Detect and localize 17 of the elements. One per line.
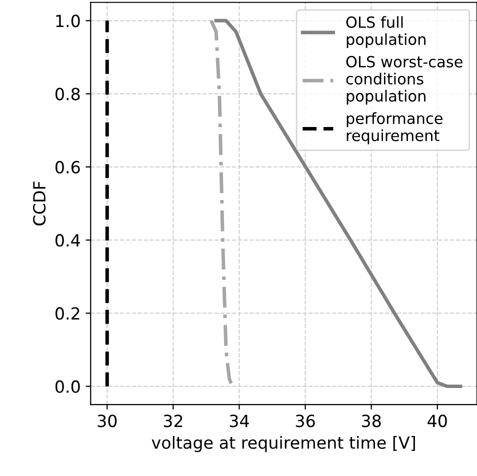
legend-label: OLS full population <box>346 16 426 48</box>
x-tick-label: 40 <box>428 414 447 428</box>
x-tick-label: 34 <box>230 414 249 428</box>
y-tick-label: 0.6 <box>56 160 80 174</box>
legend-label: OLS worst-case conditions population <box>346 56 462 105</box>
x-axis-title: voltage at requirement time [V] <box>152 436 415 452</box>
x-tick-label: 38 <box>362 414 381 428</box>
y-axis-title: CCDF <box>33 182 46 226</box>
y-tick-label: 0.8 <box>56 88 80 100</box>
y-tick-label: 0.2 <box>56 307 80 320</box>
x-tick-label: 36 <box>296 414 315 428</box>
y-tick-label: 0.0 <box>56 380 80 393</box>
y-tick-label: 1.0 <box>56 14 80 28</box>
legend-label: performance requirement <box>346 112 442 144</box>
x-tick-label: 32 <box>164 414 182 428</box>
y-tick-label: 0.4 <box>56 234 80 247</box>
x-tick-label: 30 <box>98 414 117 428</box>
